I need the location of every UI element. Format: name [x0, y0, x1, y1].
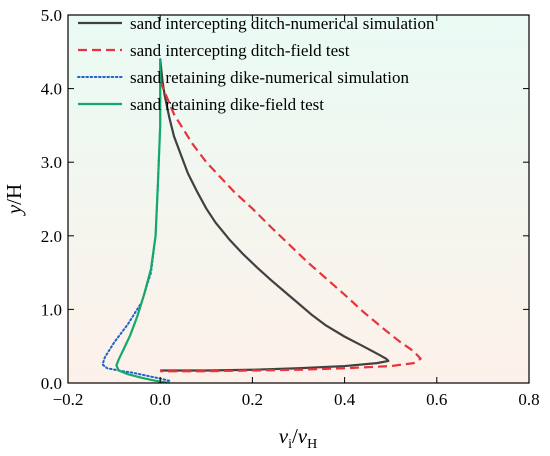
y-axis-label: y/H — [2, 184, 26, 216]
y-tick-label: 4.0 — [41, 80, 62, 99]
x-axis-label-var2: v — [298, 424, 308, 448]
x-tick-label: 0.2 — [242, 390, 263, 409]
x-axis-label-var: v — [279, 424, 289, 448]
y-tick-label: 1.0 — [41, 300, 62, 319]
plot-area-background — [68, 15, 529, 383]
x-tick-label: −0.2 — [53, 390, 84, 409]
series-line-4 — [115, 59, 170, 383]
legend-label-3: sand retaining dike-numerical simulation — [130, 68, 410, 87]
ticks-layer: −0.2 0.0 0.2 0.4 0.6 0.80.01.02.03.04.05.0 — [41, 6, 540, 409]
series-line-1 — [159, 59, 390, 372]
x-axis-label-sub: i — [288, 437, 292, 452]
plot-frame — [67, 14, 530, 384]
x-tick-label: 0.8 — [518, 390, 539, 409]
y-axis-label-var: y — [2, 204, 26, 216]
x-tick-label: 0.0 — [150, 390, 171, 409]
series-layer — [101, 58, 422, 383]
legend: sand intercepting ditch-numerical simula… — [77, 14, 435, 114]
legend-label-1: sand intercepting ditch-numerical simula… — [130, 14, 435, 33]
legend-label-4: sand retaining dike-field test — [130, 95, 324, 114]
series-line-2 — [159, 80, 422, 373]
x-tick-label: 0.4 — [334, 390, 356, 409]
y-tick-label: 5.0 — [41, 6, 62, 25]
y-axis-label-rest: /H — [2, 184, 26, 205]
x-axis-label-sub2: H — [307, 437, 317, 452]
y-tick-label: 3.0 — [41, 153, 62, 172]
x-axis-label-slash: / — [292, 424, 298, 448]
legend-label-2: sand intercepting ditch-field test — [130, 41, 350, 60]
y-tick-label: 2.0 — [41, 227, 62, 246]
x-axis-label: vi/vH — [279, 424, 318, 452]
x-tick-label: 0.6 — [426, 390, 447, 409]
y-tick-label: 0.0 — [41, 374, 62, 393]
